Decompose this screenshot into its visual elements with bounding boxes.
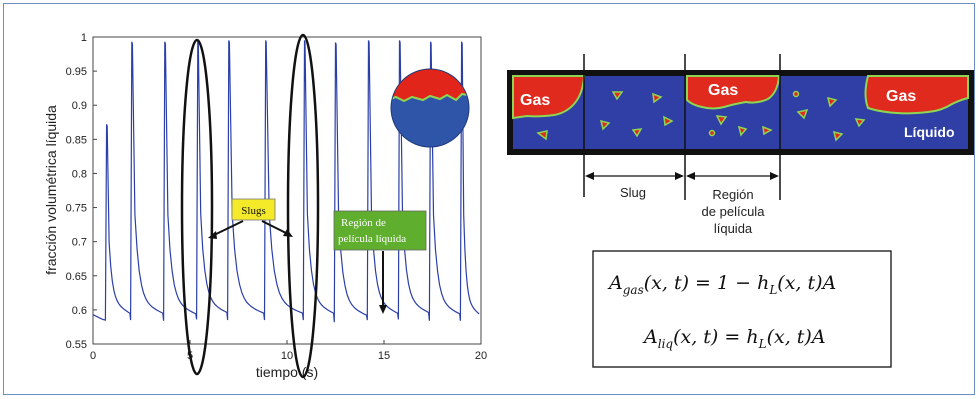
y-axis-label: fracción volumétrica líquida [43,105,59,275]
chart: 0.550.60.650.70.750.80.850.90.951 0 5 10 15… [43,32,487,380]
film-region-label-1: Región de [341,217,386,229]
arrow-head [770,172,779,180]
y-tick-label: 0.95 [66,66,87,78]
section-markers [583,54,781,200]
x-tick-label: 0 [90,350,96,362]
small-bubble [792,90,800,98]
gas-label-3: Gas [886,88,916,105]
cross-section-interface [391,92,469,103]
gas-bubble-3 [864,75,969,115]
y-tick-label: 1 [81,32,87,44]
y-tick-label: 0.7 [72,237,87,249]
film-region-label-2: película líquida [338,233,406,245]
film-label-2: de película [702,204,766,219]
slugs-label: Slugs [241,205,265,217]
small-bubble [663,115,674,127]
small-bubble [536,130,548,141]
x-tick-label: 10 [281,350,293,362]
y-tick-label: 0.85 [66,134,87,146]
arrow-head [283,229,293,237]
arrow-head [208,231,217,239]
small-bubble [708,129,716,137]
small-bubble [854,118,866,128]
small-bubble [796,108,809,120]
arrow-head [379,305,387,314]
small-bubble [611,91,624,101]
arrow-head [686,172,695,180]
small-bubble [762,125,773,136]
film-label-3: líquida [714,221,753,236]
figure-frame [3,3,975,395]
film-label-1: Región [712,187,753,202]
y-tick-label: 0.9 [72,100,87,112]
small-bubble [832,130,844,142]
dispersed-bubbles [536,90,866,142]
slug-label: Slug [620,185,646,200]
arrow-head [585,172,594,180]
slug-ellipse-1 [180,38,214,376]
x-tick-label: 15 [378,350,390,362]
gas-label-1: Gas [520,92,550,109]
slugs-callout: Slugs [208,198,293,239]
gas-bubble-2 [686,75,781,110]
slug-ellipse-2 [286,33,320,379]
small-bubble [715,115,728,126]
y-tick-label: 0.65 [66,271,87,283]
y-tick-label: 0.55 [66,339,87,351]
film-region-callout: Región de película líquida [333,210,427,314]
y-axis-ticks: 0.55 0.6 0.65 0.7 0.75 0.8 0.85 0.9 0.95 1 [66,32,97,351]
small-bubble [826,96,838,108]
liquid-area-equation: Aliq(x, t) = hL(x, t)A [642,326,826,351]
small-bubble [631,128,643,138]
slug-dimension: Slug [585,172,684,200]
gas-area-equation: Agas(x, t) = 1 − hL(x, t)A [607,272,836,297]
pipe-schematic: Gas Gas Gas Líquido [507,54,974,236]
small-bubble [737,125,748,137]
equation-box: Agas(x, t) = 1 − hL(x, t)A Aliq(x, t) = … [592,250,892,368]
series-line [92,40,480,323]
arrow-head [675,172,684,180]
x-tick-label: 20 [475,350,487,362]
gas-bubble-1 [512,75,586,120]
y-tick-label: 0.75 [66,203,87,215]
small-bubble [599,119,611,131]
film-dimension: Región de película líquida [686,172,779,236]
small-bubble [652,92,663,104]
gas-label-2: Gas [708,82,738,99]
y-tick-label: 0.6 [72,305,87,317]
liquid-label: Líquido [904,124,955,140]
y-tick-label: 0.8 [72,168,87,180]
